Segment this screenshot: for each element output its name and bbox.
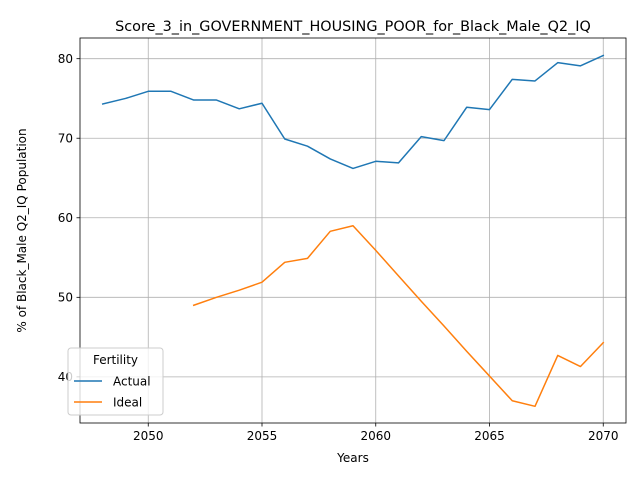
legend-label-actual: Actual xyxy=(113,374,151,388)
y-axis-label: % of Black_Male Q2_IQ Population xyxy=(15,128,29,332)
x-axis-ticks: 2050 2055 2060 2065 2070 xyxy=(133,423,619,443)
legend: Fertility Actual Ideal xyxy=(67,347,164,416)
y-tick-label: 70 xyxy=(58,132,73,146)
series-line-actual xyxy=(101,54,605,170)
y-tick-label: 50 xyxy=(58,291,73,305)
x-tick-label: 2055 xyxy=(247,429,278,443)
legend-items: Actual Ideal xyxy=(74,374,151,409)
x-tick-label: 2070 xyxy=(588,429,619,443)
chart-title: Score_3_in_GOVERNMENT_HOUSING_POOR_for_B… xyxy=(115,19,591,35)
x-tick-label: 2060 xyxy=(360,429,391,443)
series-line-ideal xyxy=(192,224,605,408)
x-tick-label: 2065 xyxy=(474,429,505,443)
series-lines xyxy=(101,54,605,408)
legend-title: Fertility xyxy=(93,353,138,367)
x-axis-label: Years xyxy=(336,451,369,465)
grid xyxy=(80,38,626,423)
legend-box xyxy=(67,347,164,416)
y-tick-label: 80 xyxy=(58,52,73,66)
y-tick-label: 60 xyxy=(58,211,73,225)
legend-label-ideal: Ideal xyxy=(113,395,142,409)
axes-frame xyxy=(79,37,627,424)
x-tick-label: 2050 xyxy=(133,429,164,443)
